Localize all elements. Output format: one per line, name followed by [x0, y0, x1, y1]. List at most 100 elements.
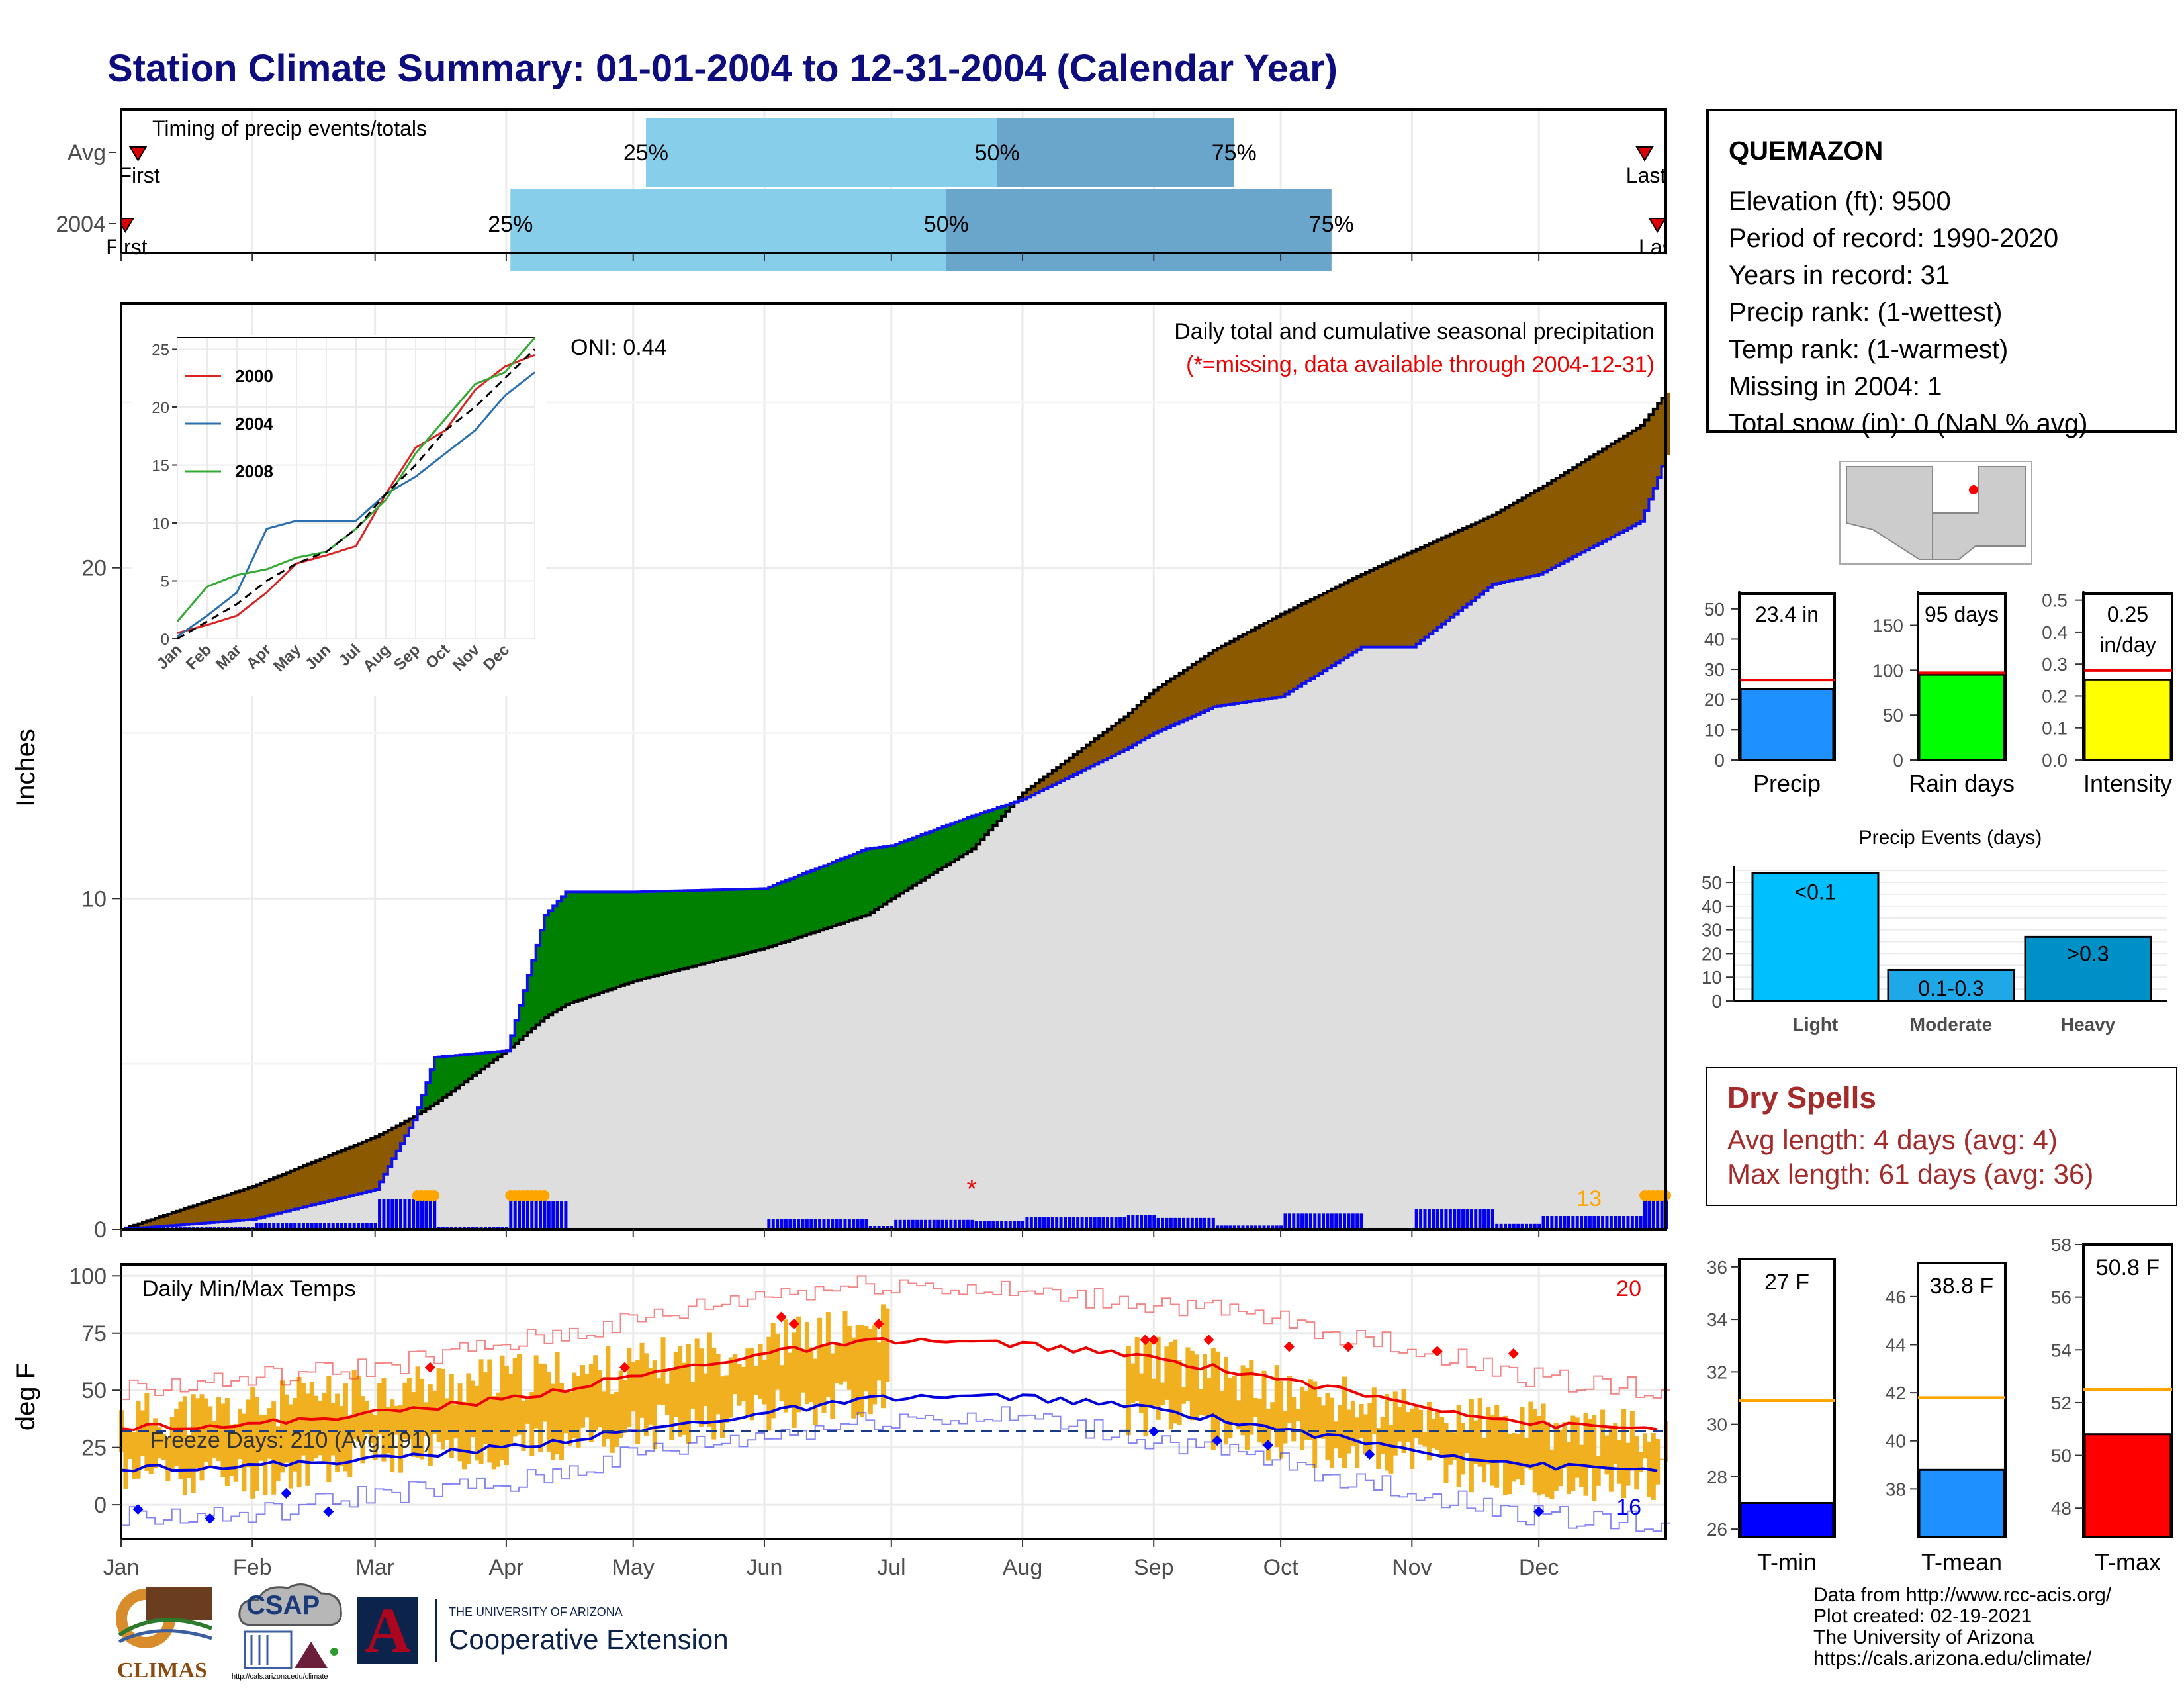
daily-temp-range-bar — [1223, 1356, 1228, 1445]
daily-temp-range-bar — [885, 1308, 890, 1382]
daily-precip-bar — [255, 1223, 259, 1229]
daily-temp-range-bar — [690, 1382, 696, 1409]
cumulative-oni-label: ONI: 0.44 — [570, 335, 667, 360]
events-bar-moderate — [1887, 968, 2015, 1002]
daily-temp-range-bar — [517, 1354, 522, 1435]
daily-temp-range-bar — [263, 1415, 268, 1495]
daily-temp-range-bar — [669, 1370, 674, 1440]
daily-temp-range-bar — [1350, 1401, 1355, 1446]
daily-precip-bar — [1203, 1217, 1206, 1229]
daily-precip-bar — [1300, 1213, 1304, 1229]
daily-temp-range-bar — [1147, 1342, 1152, 1408]
daily-precip-bar — [525, 1199, 529, 1229]
daily-temp-range-bar — [224, 1398, 230, 1486]
daily-temp-range-bar — [347, 1417, 353, 1477]
daily-precip-bar — [1241, 1225, 1245, 1229]
daily-temp-range-bar — [1494, 1405, 1500, 1488]
daily-temp-range-bar — [572, 1372, 577, 1439]
daily-temp-range-bar — [335, 1393, 340, 1472]
daily-precip-bar — [928, 1219, 932, 1229]
daily-temp-range-bar — [597, 1370, 602, 1428]
daily-temp-range-bar — [1371, 1387, 1377, 1434]
daily-precip-bar — [331, 1223, 335, 1229]
daily-temp-range-bar — [153, 1418, 158, 1469]
daily-temp-range-bar — [1244, 1368, 1250, 1450]
daily-temp-range-bar — [445, 1398, 450, 1440]
daily-temp-range-bar — [1574, 1417, 1580, 1478]
daily-precip-bar — [1639, 1216, 1643, 1229]
temps-record-high-marker — [1283, 1341, 1295, 1352]
daily-temp-range-bar — [673, 1352, 678, 1417]
daily-precip-bar — [974, 1221, 978, 1229]
daily-precip-bar — [1169, 1217, 1173, 1229]
station-temp-rank: Temp rank: (1-warmest) — [1729, 335, 2009, 364]
daily-temp-range-bar — [356, 1375, 361, 1442]
daily-precip-bar — [1071, 1217, 1075, 1229]
temps-month-label: Sep — [1134, 1555, 1174, 1580]
daily-precip-bar — [1216, 1225, 1220, 1229]
daily-temp-range-bar — [593, 1355, 598, 1431]
daily-temp-range-bar — [216, 1397, 222, 1462]
daily-temp-range-bar — [229, 1425, 234, 1476]
daily-temp-range-bar — [1279, 1381, 1284, 1459]
daily-precip-bar — [805, 1219, 809, 1229]
daily-temp-range-bar — [1532, 1409, 1537, 1493]
daily-temp-range-bar — [521, 1401, 526, 1452]
daily-temp-range-bar — [1431, 1419, 1436, 1449]
temps-ytick-label: 25 — [81, 1436, 107, 1461]
cumulative-missing-note: (*=missing, data available through 2004-… — [1186, 352, 1655, 377]
daily-temp-range-bar — [271, 1401, 277, 1495]
timing-label-25: 25% — [488, 212, 533, 237]
daily-precip-bar — [1253, 1225, 1257, 1229]
daily-temp-range-bar — [796, 1316, 801, 1413]
daily-precip-bar — [784, 1219, 788, 1229]
temps-month-label: Aug — [1003, 1555, 1043, 1580]
daily-precip-bar — [394, 1199, 398, 1229]
daily-temp-range-bar — [1270, 1402, 1275, 1430]
timing-first-label: First — [118, 164, 159, 187]
daily-temp-range-bar — [491, 1396, 496, 1470]
daily-precip-bar — [1444, 1209, 1448, 1229]
daily-temp-range-bar — [601, 1391, 606, 1447]
temps-record-high-marker — [1140, 1335, 1151, 1346]
daily-temp-range-bar — [1553, 1422, 1559, 1491]
daily-precip-bar — [1330, 1213, 1334, 1229]
cumulative-ylabel: Inches — [11, 729, 40, 807]
timing-label-50: 50% — [924, 212, 969, 237]
temps-panel-border — [120, 1263, 1667, 1540]
daily-temp-range-bar — [631, 1362, 636, 1412]
daily-temp-range-bar — [715, 1354, 721, 1415]
daily-precip-bar — [1237, 1225, 1241, 1229]
daily-precip-bar — [1520, 1223, 1524, 1229]
daily-temp-range-bar — [559, 1383, 565, 1460]
daily-precip-bar — [1322, 1213, 1326, 1229]
daily-temp-range-bar — [1410, 1408, 1415, 1469]
daily-precip-bar — [1453, 1209, 1457, 1229]
footer-credits: Data from http://www.rcc-acis.org/ Plot … — [1813, 1585, 2111, 1669]
summary-ytick-label: 0.5 — [2042, 590, 2068, 611]
temps-freeze-days-label: Freeze Days: 210 (Avg:191) — [150, 1428, 432, 1453]
csap-logo-text: CSAP — [246, 1591, 320, 1620]
daily-precip-bar — [267, 1223, 271, 1229]
daily-temp-range-bar — [385, 1407, 390, 1454]
daily-precip-bar — [1068, 1217, 1071, 1229]
daily-temp-range-bar — [1265, 1409, 1271, 1461]
dry-spells-avg: Avg length: 4 days (avg: 4) — [1727, 1124, 2058, 1155]
daily-precip-bar — [518, 1199, 522, 1229]
daily-temp-range-bar — [1249, 1360, 1254, 1435]
ua-block-a-letter: A — [365, 1595, 411, 1665]
daily-precip-bar — [327, 1223, 331, 1229]
daily-temp-range-bar — [1376, 1428, 1381, 1469]
daily-temp-range-bar — [881, 1304, 886, 1409]
daily-precip-bar — [1326, 1213, 1330, 1229]
daily-precip-bar — [882, 1226, 886, 1229]
station-location-marker — [1969, 485, 1978, 494]
temp-summary-ytick-label: 26 — [1707, 1519, 1727, 1540]
daily-temp-range-bar — [1659, 1458, 1664, 1460]
daily-precip-bar — [1004, 1221, 1008, 1229]
daily-temp-range-bar — [643, 1353, 649, 1436]
daily-precip-bar — [1097, 1217, 1101, 1229]
daily-temp-range-bar — [707, 1332, 712, 1427]
summary-ytick-label: 0.4 — [2042, 622, 2068, 643]
daily-precip-bar — [1580, 1216, 1584, 1229]
